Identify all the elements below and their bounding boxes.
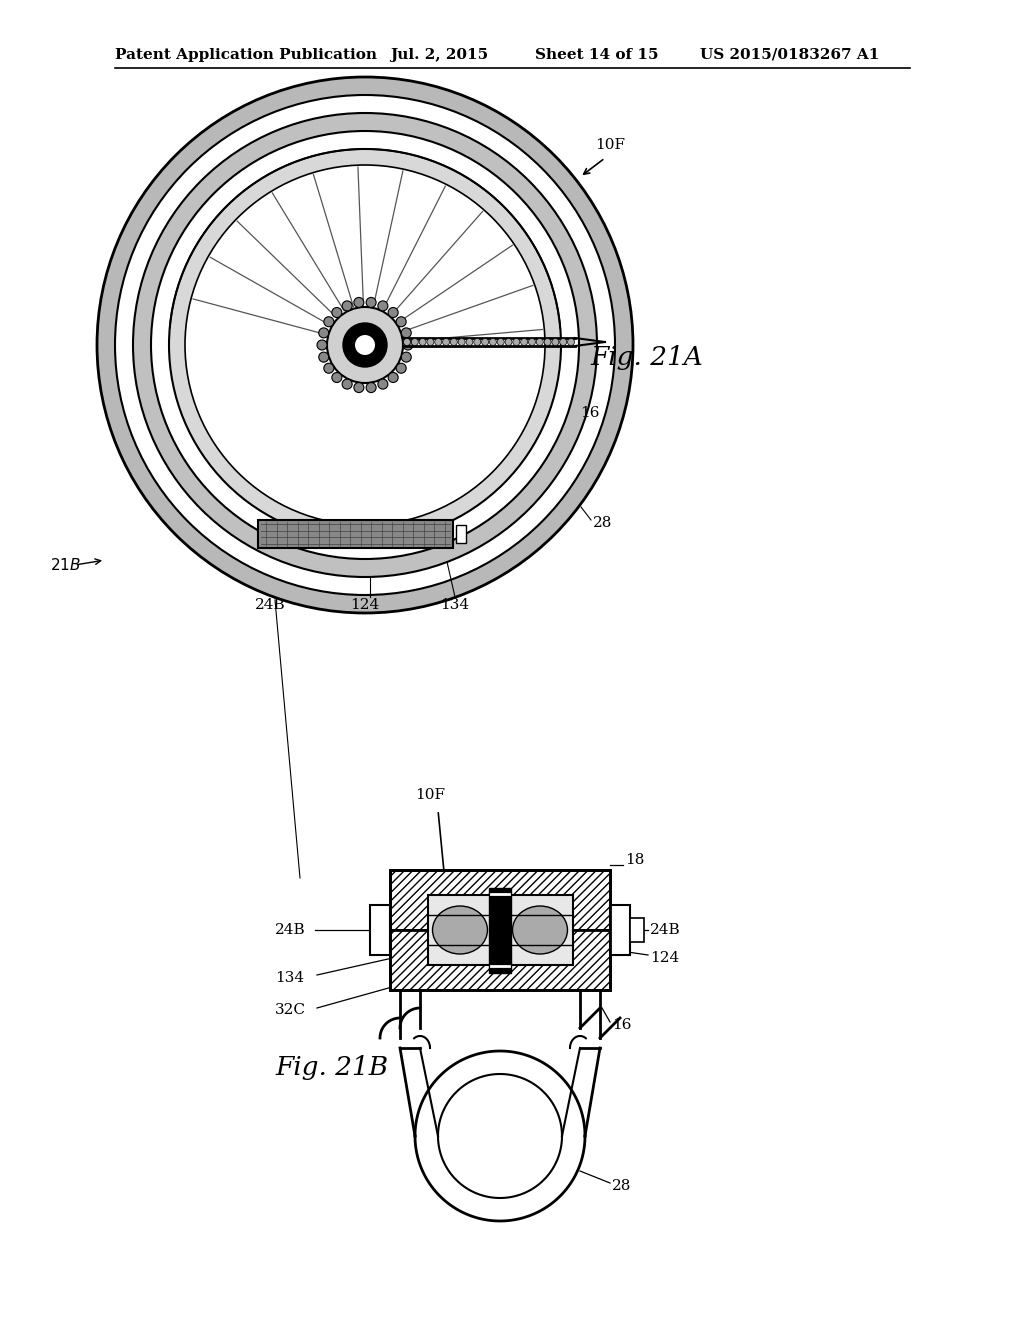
Text: US 2015/0183267 A1: US 2015/0183267 A1	[700, 48, 880, 62]
Bar	[390, 870, 610, 931]
Circle shape	[332, 372, 342, 383]
Bar	[456, 525, 466, 543]
Text: $\it{21B}$: $\it{21B}$	[50, 557, 81, 573]
Circle shape	[520, 338, 527, 346]
Text: 124: 124	[650, 950, 679, 965]
Bar	[610, 906, 630, 954]
Circle shape	[401, 352, 412, 362]
Circle shape	[317, 341, 327, 350]
Circle shape	[458, 338, 465, 346]
Text: 10F: 10F	[595, 139, 625, 152]
Text: 28: 28	[612, 1179, 632, 1193]
Circle shape	[354, 383, 364, 392]
Text: $\it{21B}$: $\it{21B}$	[278, 392, 308, 408]
Circle shape	[378, 301, 388, 312]
Text: 18: 18	[625, 853, 644, 867]
Circle shape	[451, 338, 458, 346]
Text: 16: 16	[580, 407, 599, 420]
Circle shape	[343, 323, 387, 367]
Circle shape	[481, 338, 488, 346]
Circle shape	[318, 352, 329, 362]
Circle shape	[552, 338, 559, 346]
Circle shape	[528, 338, 536, 346]
Bar	[489, 888, 511, 973]
Text: 24B: 24B	[650, 923, 681, 937]
Circle shape	[327, 308, 403, 383]
Bar	[390, 870, 610, 990]
Circle shape	[367, 383, 376, 392]
Text: 32C: 32C	[275, 1003, 306, 1016]
Text: 28: 28	[593, 516, 612, 531]
Circle shape	[388, 372, 398, 383]
Circle shape	[442, 338, 450, 346]
Circle shape	[401, 327, 412, 338]
Text: Fig. 21B: Fig. 21B	[275, 1055, 388, 1080]
Circle shape	[537, 338, 544, 346]
Circle shape	[332, 308, 342, 318]
Circle shape	[378, 379, 388, 389]
Text: 24B: 24B	[275, 923, 305, 937]
Text: Sheet 14 of 15: Sheet 14 of 15	[535, 48, 658, 62]
Circle shape	[403, 341, 413, 350]
Text: 124: 124	[350, 598, 379, 612]
Circle shape	[324, 363, 334, 374]
Ellipse shape	[432, 906, 487, 954]
Text: 134: 134	[275, 972, 304, 985]
Bar	[390, 931, 610, 990]
Text: Fig. 21A: Fig. 21A	[590, 345, 702, 370]
Circle shape	[560, 338, 566, 346]
Circle shape	[388, 308, 398, 318]
Circle shape	[318, 327, 329, 338]
Circle shape	[324, 317, 334, 327]
Circle shape	[396, 363, 407, 374]
Text: 18: 18	[315, 444, 335, 457]
Bar	[370, 906, 390, 954]
Circle shape	[342, 379, 352, 389]
Circle shape	[435, 338, 441, 346]
Ellipse shape	[512, 906, 567, 954]
Circle shape	[412, 338, 419, 346]
Bar	[428, 895, 573, 965]
Text: Patent Application Publication: Patent Application Publication	[115, 48, 377, 62]
Circle shape	[396, 317, 407, 327]
Circle shape	[567, 338, 574, 346]
Text: 134: 134	[440, 598, 469, 612]
Circle shape	[419, 338, 426, 346]
Circle shape	[97, 77, 633, 612]
Circle shape	[544, 338, 551, 346]
Circle shape	[367, 297, 376, 308]
Text: Jul. 2, 2015: Jul. 2, 2015	[390, 48, 488, 62]
Circle shape	[185, 165, 545, 525]
Circle shape	[489, 338, 497, 346]
Text: 38: 38	[290, 257, 309, 272]
Text: 24B: 24B	[255, 598, 286, 612]
Circle shape	[427, 338, 434, 346]
Circle shape	[115, 95, 615, 595]
Text: 16: 16	[612, 1018, 632, 1032]
Circle shape	[133, 114, 597, 577]
Bar	[258, 520, 453, 548]
Circle shape	[354, 297, 364, 308]
Text: 40: 40	[323, 368, 342, 381]
Circle shape	[151, 131, 579, 558]
Circle shape	[466, 338, 473, 346]
Circle shape	[474, 338, 481, 346]
Circle shape	[498, 338, 504, 346]
Bar	[630, 917, 644, 942]
Circle shape	[342, 301, 352, 312]
Circle shape	[505, 338, 512, 346]
Text: 10F: 10F	[415, 788, 445, 803]
Circle shape	[355, 335, 375, 355]
Circle shape	[513, 338, 520, 346]
Circle shape	[403, 338, 411, 346]
Circle shape	[169, 149, 561, 541]
